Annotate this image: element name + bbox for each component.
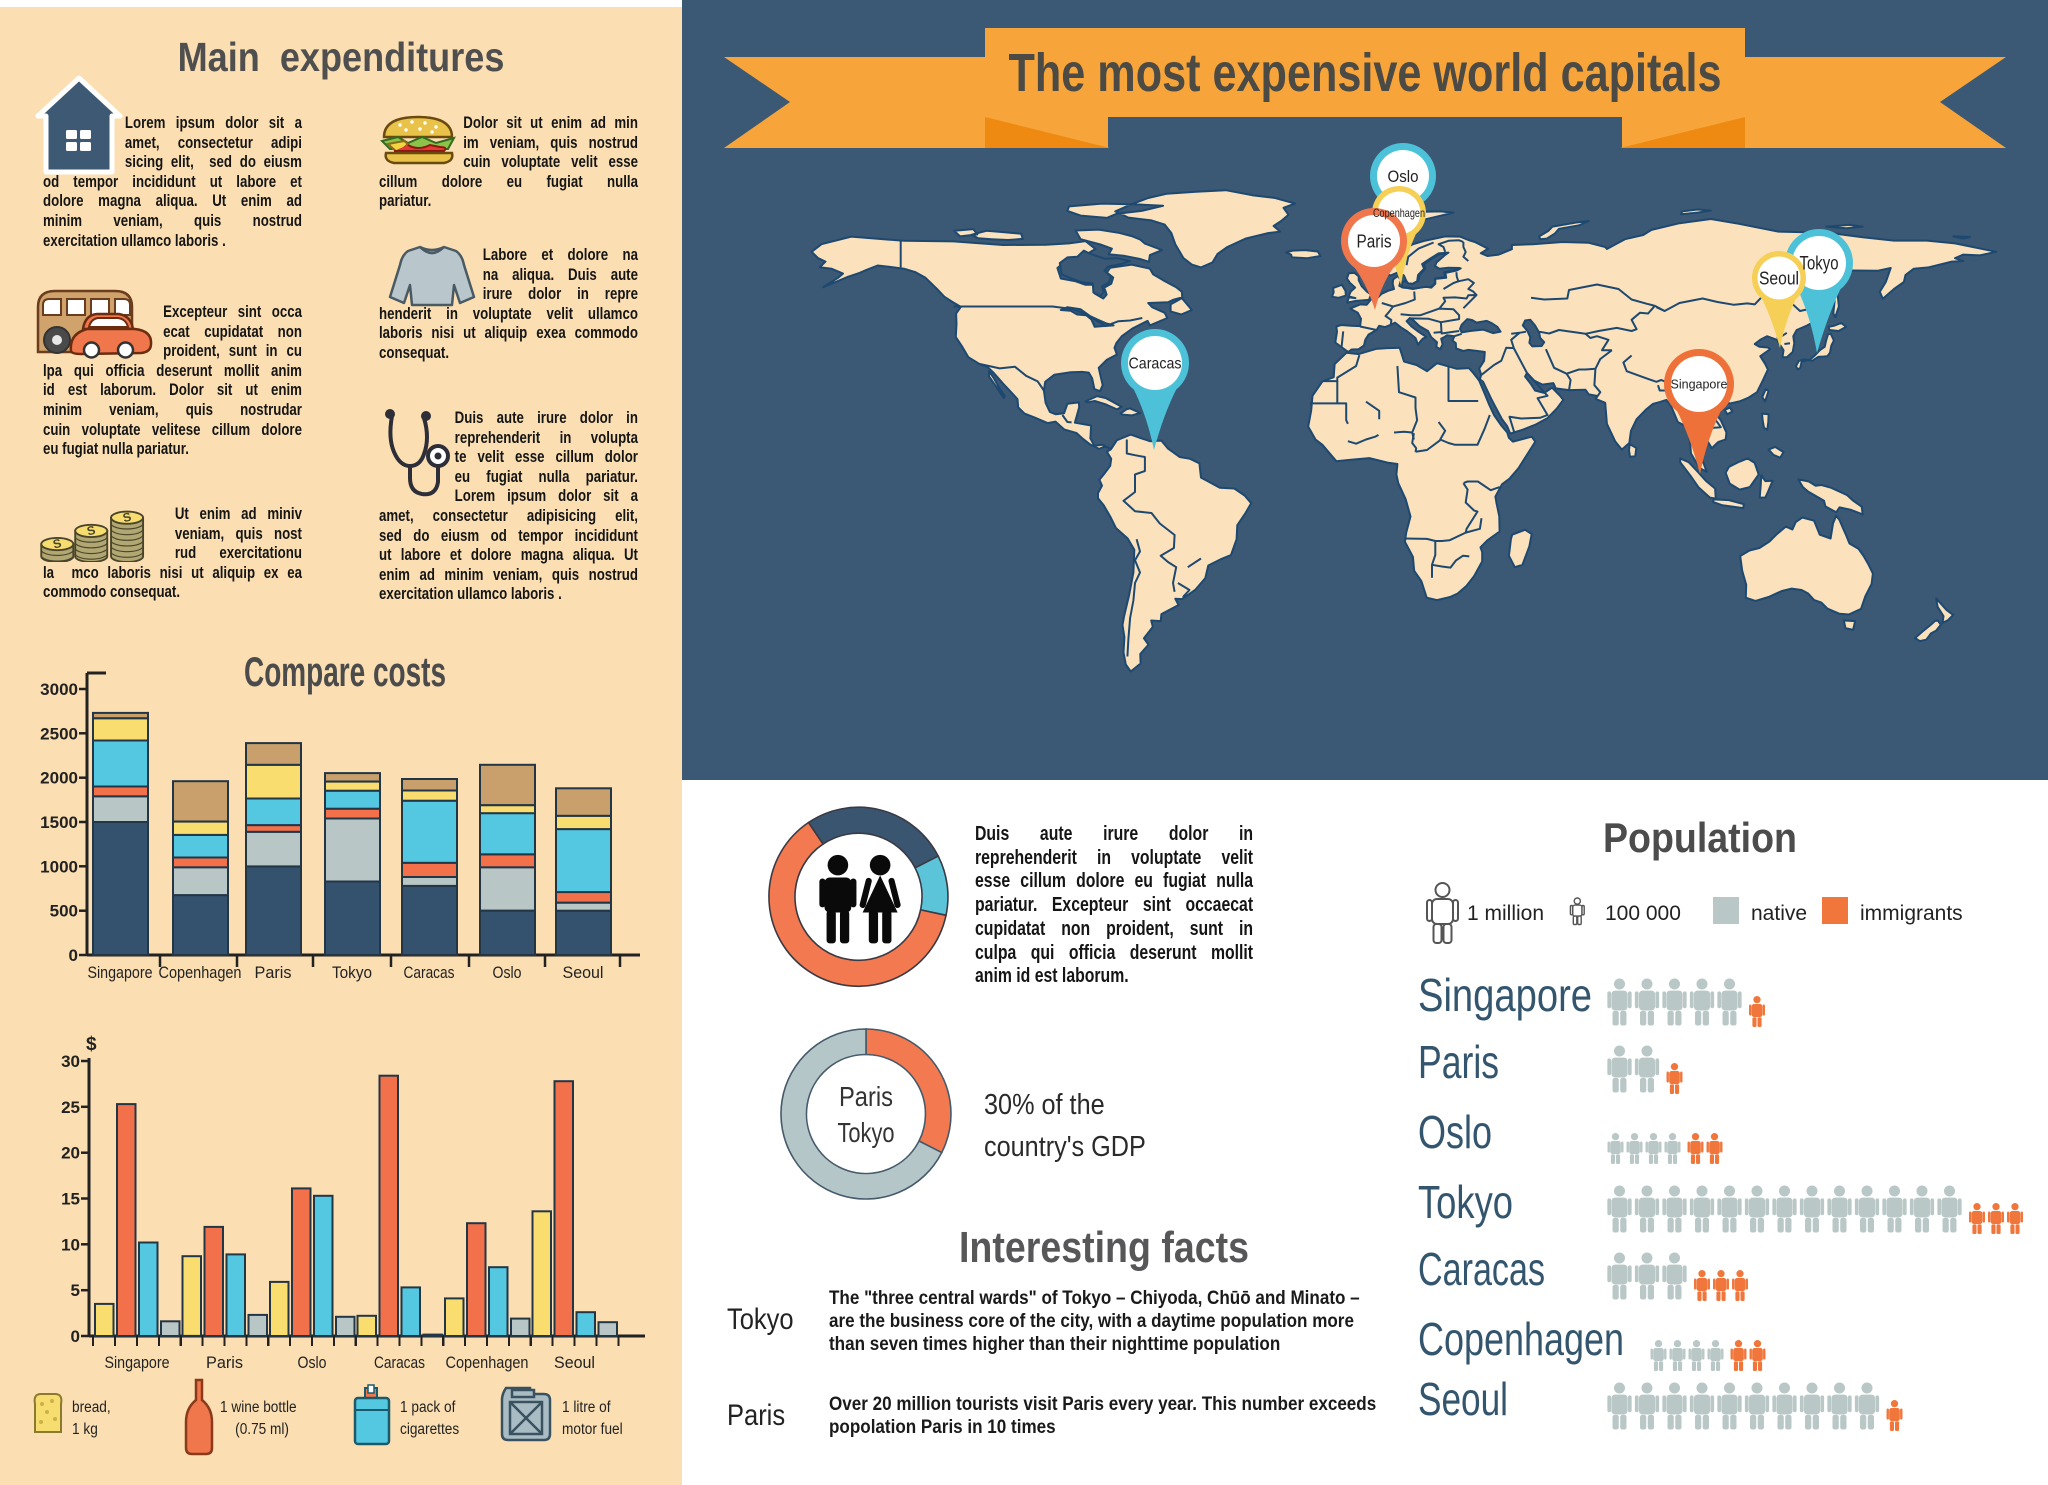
svg-text:Singapore: Singapore xyxy=(88,963,153,982)
svg-text:Seoul: Seoul xyxy=(1759,268,1799,288)
svg-text:30: 30 xyxy=(61,1052,80,1071)
svg-text:Paris: Paris xyxy=(839,1081,893,1112)
svg-text:Paris: Paris xyxy=(206,1353,243,1372)
svg-text:Compare costs: Compare costs xyxy=(244,648,446,695)
svg-text:Seoul: Seoul xyxy=(563,963,604,982)
svg-text:Copenhagen: Copenhagen xyxy=(446,1353,529,1372)
svg-text:Copenhagen: Copenhagen xyxy=(159,963,242,982)
svg-text:Oslo: Oslo xyxy=(1418,1106,1492,1158)
svg-text:500: 500 xyxy=(50,902,78,921)
svg-text:15: 15 xyxy=(61,1190,80,1209)
svg-text:Paris: Paris xyxy=(1418,1036,1499,1088)
svg-text:10: 10 xyxy=(61,1235,80,1254)
svg-text:Seoul: Seoul xyxy=(554,1353,595,1372)
svg-text:Singapore: Singapore xyxy=(1418,969,1592,1021)
svg-text:Tokyo: Tokyo xyxy=(1418,1176,1513,1228)
svg-text:100 000: 100 000 xyxy=(1605,902,1681,925)
svg-text:2500: 2500 xyxy=(40,724,78,743)
svg-text:Tokyo: Tokyo xyxy=(838,1117,895,1148)
svg-text:0: 0 xyxy=(71,1327,80,1346)
svg-text:Caracas: Caracas xyxy=(1418,1243,1545,1295)
svg-text:2000: 2000 xyxy=(40,769,78,788)
svg-text:Copenhagen: Copenhagen xyxy=(1418,1313,1624,1365)
svg-text:$: $ xyxy=(86,1034,97,1055)
svg-text:native: native xyxy=(1751,902,1807,925)
svg-text:S: S xyxy=(51,536,63,552)
svg-text:The most expensive world capit: The most expensive world capitals xyxy=(1009,43,1722,103)
svg-text:Tokyo: Tokyo xyxy=(332,963,372,982)
svg-text:Interesting facts: Interesting facts xyxy=(959,1223,1249,1272)
svg-text:Oslo: Oslo xyxy=(1388,167,1419,186)
svg-text:Copenhagen: Copenhagen xyxy=(1373,206,1425,220)
svg-text:25: 25 xyxy=(61,1098,80,1117)
svg-text:Paris: Paris xyxy=(1357,231,1392,251)
svg-text:1 million: 1 million xyxy=(1467,902,1544,925)
svg-text:Oslo: Oslo xyxy=(493,963,522,982)
svg-text:20: 20 xyxy=(61,1144,80,1163)
svg-text:Oslo: Oslo xyxy=(298,1353,327,1372)
svg-text:5: 5 xyxy=(71,1281,80,1300)
svg-text:Seoul: Seoul xyxy=(1418,1373,1508,1425)
svg-text:Tokyo: Tokyo xyxy=(1800,254,1839,275)
svg-text:0: 0 xyxy=(69,946,78,965)
svg-text:1500: 1500 xyxy=(40,813,78,832)
svg-text:1000: 1000 xyxy=(40,857,78,876)
svg-text:Population: Population xyxy=(1603,814,1797,861)
svg-text:Singapore: Singapore xyxy=(105,1353,170,1372)
svg-text:Caracas: Caracas xyxy=(404,963,455,982)
svg-text:S: S xyxy=(121,510,133,526)
svg-text:Caracas: Caracas xyxy=(1129,356,1182,373)
svg-text:Singapore: Singapore xyxy=(1671,377,1728,392)
svg-text:3000: 3000 xyxy=(40,680,78,699)
svg-text:S: S xyxy=(85,523,97,539)
svg-text:Caracas: Caracas xyxy=(374,1353,425,1372)
svg-text:immigrants: immigrants xyxy=(1860,902,1963,925)
svg-text:Paris: Paris xyxy=(255,963,292,982)
